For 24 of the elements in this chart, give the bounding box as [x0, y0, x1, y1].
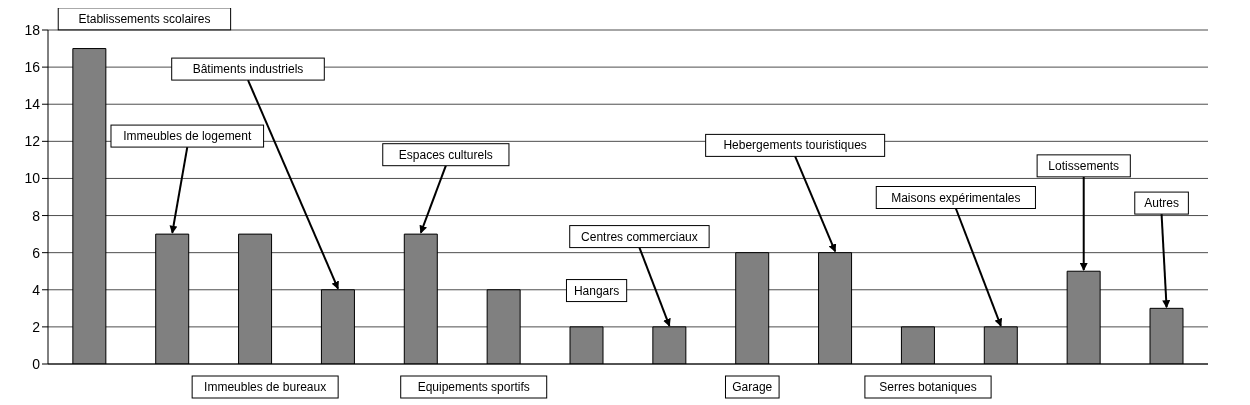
- annotation: Espaces culturels: [398, 147, 493, 162]
- annotation: Autres: [1144, 196, 1179, 211]
- annotation: Bâtiments industriels: [192, 62, 304, 77]
- y-tick-label: 2: [32, 318, 41, 335]
- text: Serres botaniques: [879, 380, 977, 394]
- annotation: Hangars: [573, 283, 620, 298]
- y-tick-label: 16: [24, 59, 41, 76]
- y-tick-label: 10: [24, 170, 41, 187]
- y-tick-label: 4: [32, 281, 41, 298]
- annotation: Hebergements touristiques: [723, 138, 867, 153]
- text: Immeubles de bureaux: [204, 380, 327, 394]
- y-tick-label: 8: [32, 207, 41, 224]
- y-tick-label: 18: [24, 21, 41, 38]
- text: Etablissements scolaires: [78, 11, 211, 26]
- y-tick-label: 6: [32, 244, 41, 261]
- y-tick-label: 12: [24, 133, 41, 150]
- annotation: Lotissements: [1048, 158, 1120, 173]
- annotation: Centres commerciaux: [581, 229, 698, 244]
- y-tick-label: 0: [32, 355, 41, 372]
- annotation: Immeubles de logement: [123, 129, 252, 144]
- text: Equipements sportifs: [417, 380, 530, 394]
- text: Garage: [732, 380, 773, 394]
- y-tick-label: 14: [24, 96, 41, 113]
- annotation: Maisons expérimentales: [891, 190, 1021, 205]
